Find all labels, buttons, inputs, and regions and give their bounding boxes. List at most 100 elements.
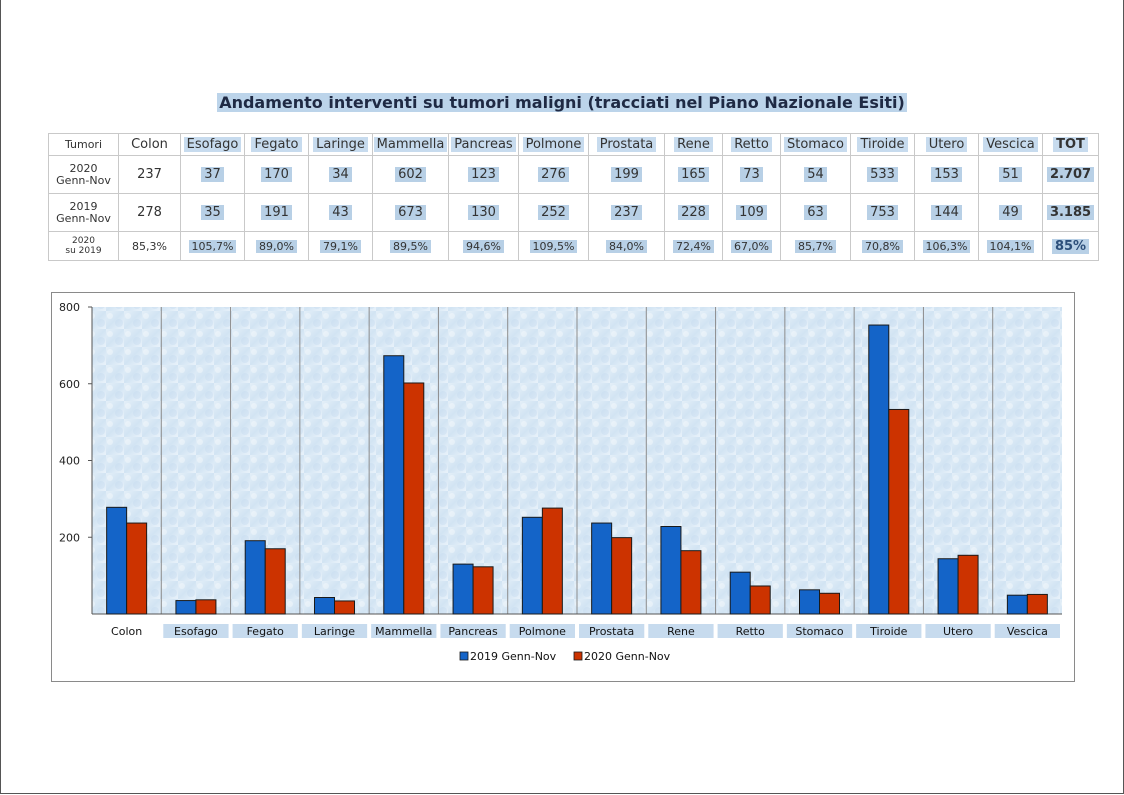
legend-swatch-2019 bbox=[459, 651, 469, 661]
x-tick-label: Colon bbox=[111, 625, 142, 638]
table-cell-total: 3.185 bbox=[1042, 193, 1099, 232]
table-cell: 106,3% bbox=[914, 231, 979, 261]
page-title: Andamento interventi su tumori maligni (… bbox=[217, 93, 907, 112]
column-header: Esofago bbox=[180, 133, 245, 156]
table-cell: 89,5% bbox=[372, 231, 449, 261]
bar-2020-tiroide bbox=[888, 408, 910, 615]
x-label-highlight bbox=[717, 624, 783, 638]
x-tick-label: Rene bbox=[667, 625, 695, 638]
x-label-highlight bbox=[925, 624, 991, 638]
bar-2020-fegato bbox=[264, 548, 286, 615]
table-row-2019: 2019 Genn-Nov 278 35 191 43 673 130 252 2… bbox=[48, 193, 1099, 232]
column-header-total: TOT bbox=[1042, 133, 1099, 156]
column-header: Retto bbox=[722, 133, 781, 156]
column-header: Vescica bbox=[978, 133, 1043, 156]
table-cell: 602 bbox=[372, 155, 449, 194]
bar-2020-retto bbox=[749, 585, 771, 615]
bar-2019-prostata bbox=[591, 522, 613, 615]
table-cell: 252 bbox=[518, 193, 589, 232]
x-label-highlight bbox=[579, 624, 645, 638]
table-cell: 37 bbox=[180, 155, 245, 194]
x-tick-label: Pancreas bbox=[448, 625, 498, 638]
column-header: Rene bbox=[664, 133, 723, 156]
bar-2019-rene bbox=[660, 526, 682, 615]
table-cell: 104,1% bbox=[978, 231, 1043, 261]
bar-2019-colon bbox=[106, 506, 128, 615]
y-tick-label: 600 bbox=[59, 378, 80, 391]
x-tick-label: Polmone bbox=[519, 625, 566, 638]
bar-2019-vescica bbox=[1006, 594, 1028, 615]
column-header: Pancreas bbox=[448, 133, 519, 156]
bar-2020-colon bbox=[126, 522, 148, 615]
column-header: Tiroide bbox=[850, 133, 915, 156]
table-cell: 237 bbox=[118, 155, 181, 194]
table-cell: 276 bbox=[518, 155, 589, 194]
table-cell: 72,4% bbox=[664, 231, 723, 261]
table-header-row: Tumori Colon Esofago Fegato Laringe Mamm… bbox=[48, 133, 1099, 156]
row-label: 2020 Genn-Nov bbox=[48, 155, 119, 194]
table-cell: 67,0% bbox=[722, 231, 781, 261]
bar-2020-laringe bbox=[334, 600, 355, 615]
table-cell: 79,1% bbox=[308, 231, 373, 261]
table-cell: 191 bbox=[244, 193, 309, 232]
bar-chart: 200 400 600 800 Colon Esofago Fegato Laringe Mam… bbox=[59, 301, 1062, 663]
y-tick-label: 200 bbox=[59, 531, 80, 544]
table-cell: 673 bbox=[372, 193, 449, 232]
x-label-highlight bbox=[994, 624, 1060, 638]
row-label: 2020 su 2019 bbox=[48, 231, 119, 261]
table-corner-label: Tumori bbox=[48, 133, 119, 156]
x-label-highlight bbox=[786, 624, 853, 638]
x-label-highlight bbox=[440, 624, 506, 638]
x-label-highlight bbox=[301, 624, 368, 638]
table-cell: 54 bbox=[780, 155, 851, 194]
bar-2019-mammella bbox=[383, 355, 405, 615]
bar-2020-pancreas bbox=[472, 566, 494, 615]
column-header: Colon bbox=[118, 133, 181, 156]
table-cell: 34 bbox=[308, 155, 373, 194]
table-row-2020: 2020 Genn-Nov 237 37 170 34 602 123 276 1… bbox=[48, 155, 1099, 194]
x-tick-label: Esofago bbox=[174, 625, 218, 638]
table-cell: 94,6% bbox=[448, 231, 519, 261]
bar-2020-esofago bbox=[195, 599, 217, 615]
table-cell-total: 85% bbox=[1042, 231, 1099, 261]
bar-2020-polmone bbox=[541, 507, 563, 615]
table-cell: 85,3% bbox=[118, 231, 181, 261]
column-header: Prostata bbox=[588, 133, 665, 156]
bar-2019-stomaco bbox=[799, 589, 820, 615]
table-cell: 109 bbox=[722, 193, 781, 232]
x-label-highlight bbox=[856, 624, 922, 638]
table-cell: 165 bbox=[664, 155, 723, 194]
column-header: Utero bbox=[914, 133, 979, 156]
table-cell: 533 bbox=[850, 155, 915, 194]
bar-2019-laringe bbox=[314, 596, 335, 615]
table-cell: 130 bbox=[448, 193, 519, 232]
data-table: Tumori Colon Esofago Fegato Laringe Mamm… bbox=[48, 133, 1099, 261]
bar-2019-pancreas bbox=[452, 563, 474, 615]
table-cell: 170 bbox=[244, 155, 309, 194]
bar-2020-vescica bbox=[1026, 593, 1048, 615]
bar-2020-stomaco bbox=[819, 592, 840, 615]
x-tick-label: Laringe bbox=[314, 625, 355, 638]
x-label-highlight bbox=[163, 624, 229, 638]
x-tick-label: Fegato bbox=[247, 625, 285, 638]
column-header: Fegato bbox=[244, 133, 309, 156]
x-tick-label: Utero bbox=[943, 625, 973, 638]
bar-2019-fegato bbox=[244, 540, 266, 615]
bar-2020-utero bbox=[957, 554, 979, 615]
bar-2020-rene bbox=[680, 550, 702, 615]
bar-2020-mammella bbox=[403, 382, 425, 615]
bar-2019-polmone bbox=[521, 516, 543, 615]
table-cell: 237 bbox=[588, 193, 665, 232]
table-cell: 85,7% bbox=[780, 231, 851, 261]
table-cell: 144 bbox=[914, 193, 979, 232]
column-header: Stomaco bbox=[780, 133, 851, 156]
table-cell: 49 bbox=[978, 193, 1043, 232]
bar-2019-esofago bbox=[175, 600, 197, 615]
table-cell: 199 bbox=[588, 155, 665, 194]
bar-2020-prostata bbox=[611, 537, 633, 615]
chart-container: 200 400 600 800 Colon Esofago Fegato Laringe Mam… bbox=[51, 292, 1075, 682]
table-cell: 35 bbox=[180, 193, 245, 232]
bar-2019-utero bbox=[937, 558, 959, 615]
x-tick-label: Prostata bbox=[589, 625, 634, 638]
table-cell: 70,8% bbox=[850, 231, 915, 261]
